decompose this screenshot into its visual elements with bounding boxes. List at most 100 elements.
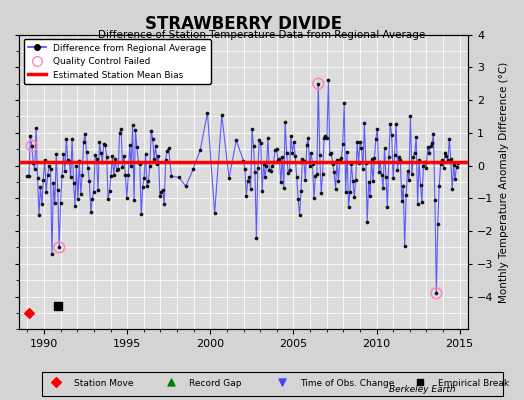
Point	[450, 162, 458, 168]
Point	[140, 175, 148, 181]
Point	[103, 154, 111, 160]
Point	[111, 156, 119, 162]
Point	[373, 126, 381, 132]
Point	[370, 155, 379, 161]
Point	[436, 161, 445, 167]
Point	[365, 178, 373, 185]
Point	[396, 157, 405, 163]
Point	[107, 173, 115, 179]
Point	[150, 156, 158, 162]
Point	[77, 191, 85, 198]
Point	[327, 150, 335, 156]
Point	[174, 174, 183, 180]
Point	[161, 156, 170, 163]
Point	[431, 196, 439, 203]
Point	[251, 169, 259, 175]
Point	[265, 167, 274, 174]
Point	[28, 143, 36, 149]
Point	[409, 154, 418, 160]
Point	[110, 172, 118, 178]
Point	[454, 160, 462, 166]
Point	[362, 160, 370, 166]
Point	[244, 178, 252, 184]
Point	[356, 138, 364, 145]
Point	[288, 150, 297, 156]
Point	[117, 126, 125, 132]
Point	[281, 119, 289, 125]
Point	[58, 173, 66, 180]
Point	[287, 133, 295, 140]
Point	[388, 132, 396, 139]
Point	[55, 244, 63, 251]
Point	[386, 121, 395, 127]
Point	[134, 158, 143, 165]
Point	[357, 144, 366, 151]
Point	[331, 186, 340, 192]
Point	[105, 188, 114, 194]
Point	[274, 157, 282, 163]
Point	[165, 145, 173, 152]
Point	[34, 175, 42, 181]
Point	[340, 100, 348, 106]
Point	[311, 172, 320, 179]
Point	[279, 184, 288, 191]
Point	[398, 198, 406, 204]
Point	[91, 151, 100, 158]
Point	[263, 163, 271, 170]
Point	[92, 156, 101, 162]
Point	[423, 144, 432, 150]
Point	[74, 196, 82, 202]
Point	[48, 251, 56, 257]
Point	[324, 77, 333, 83]
Point	[427, 143, 435, 150]
Point	[159, 187, 167, 194]
Point	[35, 212, 43, 218]
Point	[313, 171, 321, 177]
Point	[448, 186, 456, 192]
Point	[390, 152, 399, 159]
Point	[353, 139, 362, 146]
Point	[325, 151, 334, 158]
Point	[146, 162, 154, 169]
Point	[108, 153, 117, 159]
Point	[416, 378, 424, 385]
Point	[59, 150, 68, 157]
Point	[400, 243, 409, 250]
Point	[52, 150, 60, 157]
Point	[232, 137, 241, 144]
Point	[53, 303, 62, 310]
Point	[23, 173, 31, 180]
Point	[257, 140, 265, 146]
Point	[167, 378, 175, 385]
Point	[82, 149, 91, 156]
Point	[100, 140, 108, 147]
Point	[321, 133, 330, 139]
Point	[339, 141, 347, 148]
Point	[88, 196, 96, 202]
Point	[314, 80, 322, 87]
Point	[389, 175, 397, 182]
Point	[124, 172, 133, 179]
Point	[39, 177, 48, 183]
Text: Empirical Break: Empirical Break	[439, 380, 510, 388]
Point	[57, 200, 65, 206]
Point	[123, 195, 131, 201]
Point	[320, 135, 328, 142]
Point	[336, 157, 344, 164]
Point	[153, 160, 161, 167]
Point	[225, 175, 233, 181]
Point	[415, 156, 423, 163]
Point	[90, 188, 98, 195]
Point	[189, 166, 197, 173]
Point	[239, 158, 248, 164]
Point	[267, 167, 275, 174]
Point	[62, 135, 71, 142]
Point	[307, 150, 315, 156]
Point	[245, 174, 254, 180]
Point	[29, 160, 37, 166]
Point	[65, 158, 73, 165]
Point	[379, 185, 387, 192]
Point	[305, 163, 314, 169]
Point	[317, 190, 325, 196]
Text: Station Move: Station Move	[74, 380, 134, 388]
